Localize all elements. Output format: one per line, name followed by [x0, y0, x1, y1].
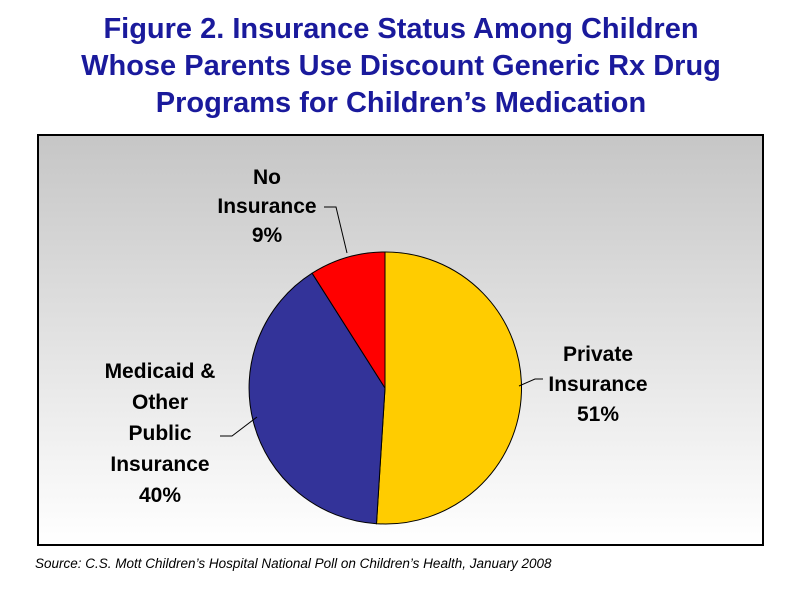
- label-no-insurance-line-1: No: [253, 166, 281, 189]
- leader-line-private-insurance: [518, 378, 543, 387]
- label-medicaid-line-3: Public: [128, 422, 192, 445]
- label-no-insurance-line-2: Insurance: [217, 195, 317, 218]
- label-medicaid-line-2: Other: [131, 391, 188, 414]
- figure-title-line-2: Whose Parents Use Discount Generic Rx Dr…: [81, 50, 721, 82]
- figure-title-line-3: Programs for Children’s Medication: [155, 87, 647, 119]
- label-no-insurance-value: 9%: [251, 224, 283, 247]
- label-medicaid-line-1: Medicaid &: [104, 360, 216, 383]
- chart-plot-area: No Insurance 9% Medicaid & Other Public …: [37, 134, 764, 546]
- pie-slice-no-insurance: [311, 251, 386, 390]
- label-medicaid-public-insurance: Medicaid & Other Public Insurance 40%: [65, 356, 255, 511]
- label-no-insurance: No Insurance 9%: [197, 163, 337, 250]
- pie-slices-group: [248, 251, 523, 525]
- label-private-line-2: Insurance: [548, 373, 648, 396]
- label-private-line-1: Private: [562, 343, 634, 366]
- source-note: Source: C.S. Mott Children’s Hospital Na…: [35, 556, 552, 571]
- label-private-value: 51%: [576, 403, 620, 426]
- figure-title-line-1: Figure 2. Insurance Status Among Childre…: [103, 13, 699, 45]
- leader-line-medicaid: [220, 416, 258, 437]
- pie-slice-medicaid-other-public-insurance: [248, 272, 386, 525]
- pie-chart: [220, 206, 543, 525]
- label-medicaid-value: 40%: [138, 484, 182, 507]
- label-private-insurance: Private Insurance 51%: [508, 340, 688, 430]
- pie-slice-private-insurance: [375, 251, 523, 525]
- label-medicaid-line-4: Insurance: [110, 453, 210, 476]
- leader-line-no-insurance: [324, 206, 348, 254]
- figure-title: Figure 2. Insurance Status Among Childre…: [0, 11, 802, 122]
